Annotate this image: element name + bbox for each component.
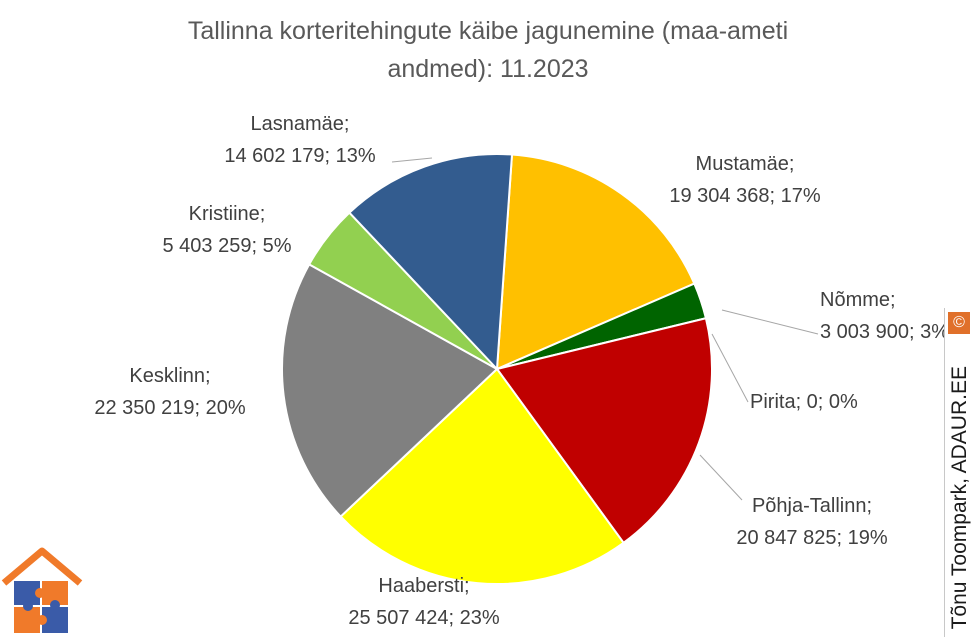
pie-slice-haabersti — [339, 367, 625, 585]
slice-label-kesklinn: Kesklinn; 22 350 219; 20% — [94, 365, 245, 419]
pie-slice-lasnamäe — [347, 153, 514, 372]
leader-line-nõmme — [721, 309, 819, 335]
leader-lines — [391, 157, 819, 501]
copyright-icon: © — [948, 312, 970, 334]
slice-label-haabersti: Haabersti; 25 507 424; 23% — [348, 575, 499, 629]
chart-title-line-2: andmed): 11.2023 — [387, 55, 589, 83]
slice-label-põhja-tallinn: Põhja-Tallinn; 20 847 825; 19% — [736, 495, 887, 549]
slice-label-lasnamäe: Lasnamäe; 14 602 179; 13% — [224, 113, 375, 167]
pie-slice-mustamäe — [495, 153, 696, 371]
copyright-watermark: © Tõnu Toompark, ADAUR.EE — [944, 308, 975, 637]
leader-line-lasnamäe — [391, 157, 433, 163]
pie-slice-põhja-tallinn — [495, 317, 713, 545]
slice-label-mustamäe: Mustamäe; 19 304 368; 17% — [669, 153, 820, 207]
house-puzzle-logo-icon — [1, 547, 83, 633]
slice-label-kristiine: Kristiine; 5 403 259; 5% — [163, 203, 292, 257]
slice-label-pirita: Pirita; 0; 0% — [750, 391, 858, 413]
slice-labels: Mustamäe; 19 304 368; 17% Nõmme; 3 003 900;… — [94, 113, 949, 629]
leader-line-põhja-tallinn — [699, 454, 743, 501]
pie-slice-kesklinn — [281, 262, 499, 518]
leader-line-pirita — [711, 333, 749, 403]
slice-label-nõmme: Nõmme; 3 003 900; 3% — [820, 289, 949, 343]
chart-title: Tallinna korteritehingute käibe jagunemi… — [0, 12, 976, 88]
chart-title-line-1: Tallinna korteritehingute käibe jagunemi… — [187, 17, 789, 45]
watermark-text: Tõnu Toompark, ADAUR.EE — [948, 365, 971, 629]
pie-slices — [281, 153, 713, 585]
